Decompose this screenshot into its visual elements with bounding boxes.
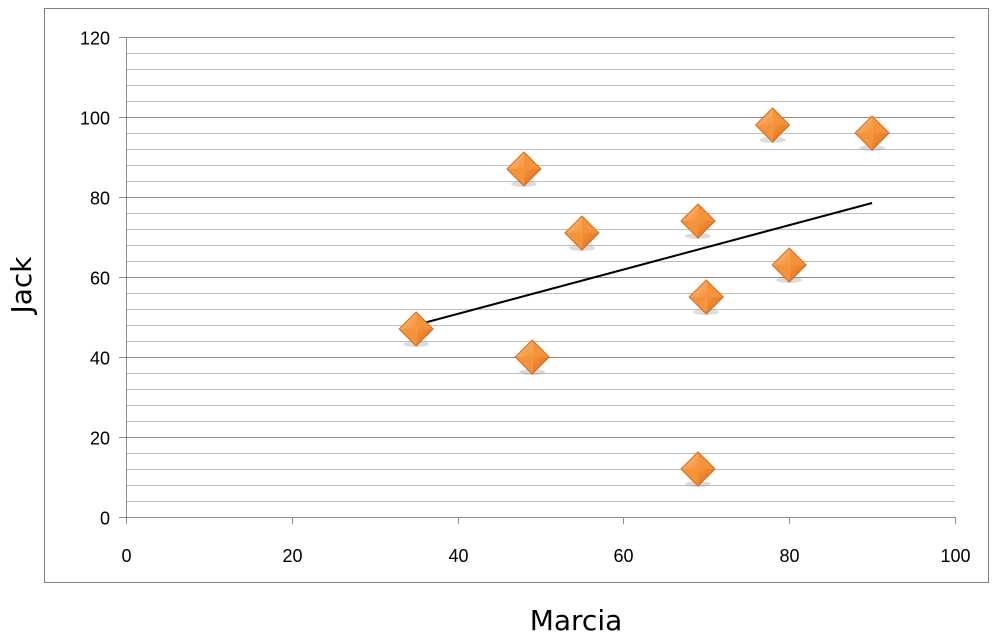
- x-tick-label: 0: [121, 546, 131, 566]
- trendline: [415, 202, 873, 326]
- x-tick-label: 100: [940, 546, 970, 566]
- chart-frame: [44, 8, 989, 583]
- point-outline: [754, 107, 791, 143]
- point-outline: [514, 339, 550, 375]
- data-point: [564, 215, 600, 251]
- x-tick-label: 20: [282, 546, 302, 566]
- data-point: [688, 279, 725, 315]
- y-tick-label: 100: [80, 109, 110, 129]
- y-tick-label: 20: [90, 429, 110, 449]
- point-outline: [680, 451, 716, 487]
- data-point: [680, 451, 716, 487]
- data-point: [854, 115, 890, 151]
- y-tick-label: 120: [80, 29, 110, 49]
- point-outline: [688, 279, 725, 315]
- y-tick-label: 0: [100, 509, 110, 529]
- data-points: [398, 107, 890, 487]
- data-point: [506, 151, 542, 187]
- data-point: [771, 247, 807, 283]
- data-point: [680, 203, 716, 239]
- y-tick-labels: 0 20 40 60 80 100 120: [80, 29, 110, 529]
- point-outline: [771, 247, 807, 283]
- y-axis-title: Jack: [5, 256, 38, 316]
- trendline-group: [415, 202, 873, 326]
- point-outline: [680, 203, 716, 239]
- y-tick-label: 80: [90, 189, 110, 209]
- point-outline: [854, 115, 890, 151]
- axes: [119, 37, 956, 524]
- y-tick-label: 40: [90, 349, 110, 369]
- y-tick-label: 60: [90, 269, 110, 289]
- x-tick-labels: 0 20 40 60 80 100: [121, 546, 970, 566]
- x-tick-label: 60: [613, 546, 633, 566]
- point-outline: [398, 311, 434, 347]
- x-axis-title: Marcia: [530, 604, 623, 637]
- x-tick-label: 80: [779, 546, 799, 566]
- data-point: [754, 107, 791, 143]
- minor-gridlines: [126, 53, 955, 502]
- point-outline: [564, 215, 600, 251]
- x-tick-label: 40: [448, 546, 468, 566]
- major-gridlines: [126, 37, 955, 438]
- data-point: [514, 339, 550, 375]
- point-outline: [506, 151, 542, 187]
- data-point: [398, 311, 434, 347]
